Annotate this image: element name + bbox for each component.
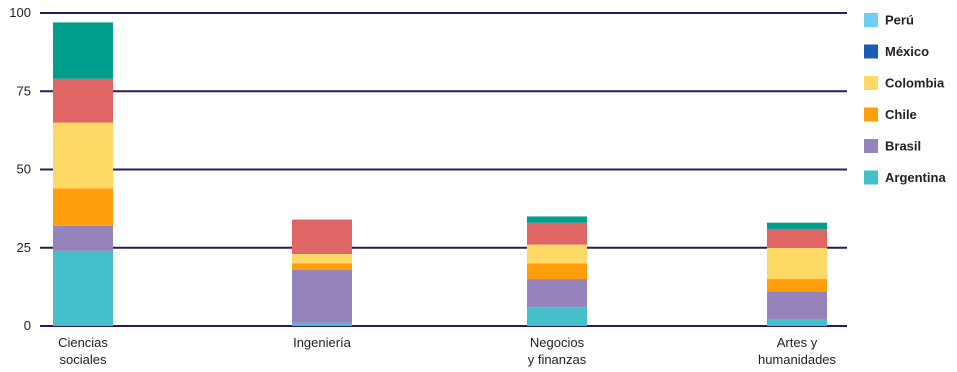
x-category-label: Negocios (530, 335, 585, 350)
y-tick-label: 25 (17, 240, 31, 255)
x-category-label: Ingeniería (293, 335, 352, 350)
legend-swatch (864, 139, 878, 153)
bar-segment (767, 247, 827, 280)
bar-segment (53, 78, 113, 123)
bar-segment (53, 122, 113, 189)
bar-segment (292, 219, 352, 255)
bar-segment (767, 279, 827, 292)
legend: Perú México Colombia Chile Brasil Argentina (864, 13, 946, 185)
x-category-label: Artes y (777, 335, 818, 350)
y-tick-label: 50 (17, 162, 31, 177)
axis-labels: 0 25 50 75 100 Ciencias sociales Ingeniería Nego… (9, 5, 836, 367)
legend-label: Brasil (885, 139, 921, 154)
x-category-label: sociales (60, 352, 107, 367)
bar-segment (527, 216, 587, 223)
bar-segment (53, 225, 113, 251)
legend-swatch (864, 170, 878, 185)
legend-swatch (864, 107, 878, 122)
bar-segment (292, 263, 352, 270)
legend-label: México (885, 44, 929, 59)
bar-segment (767, 222, 827, 229)
bar-segment (292, 322, 352, 326)
bars (53, 22, 827, 326)
x-category-label: humanidades (758, 352, 837, 367)
bar-segment (53, 188, 113, 226)
legend-label: Perú (885, 13, 914, 28)
legend-label: Chile (885, 107, 917, 122)
legend-label: Argentina (885, 170, 946, 185)
bar-segment (767, 319, 827, 326)
bar-segment (767, 291, 827, 320)
legend-swatch (864, 13, 878, 27)
bar-segment (767, 228, 827, 248)
y-tick-label: 0 (24, 318, 31, 333)
bar-segment (53, 22, 113, 79)
bar-segment (527, 222, 587, 245)
legend-swatch (864, 76, 878, 90)
bar-segment (527, 244, 587, 264)
gridlines (40, 12, 847, 327)
x-category-label: y finanzas (528, 352, 587, 367)
bar-segment (527, 279, 587, 308)
bar-segment (53, 250, 113, 326)
legend-label: Colombia (885, 76, 945, 91)
bar-segment (292, 269, 352, 323)
bar-segment (527, 307, 587, 326)
bar-segment (527, 263, 587, 280)
y-tick-label: 75 (17, 83, 31, 98)
y-tick-label: 100 (9, 5, 31, 20)
x-category-label: Ciencias (58, 335, 108, 350)
bar-segment (292, 254, 352, 264)
legend-swatch (864, 44, 878, 59)
